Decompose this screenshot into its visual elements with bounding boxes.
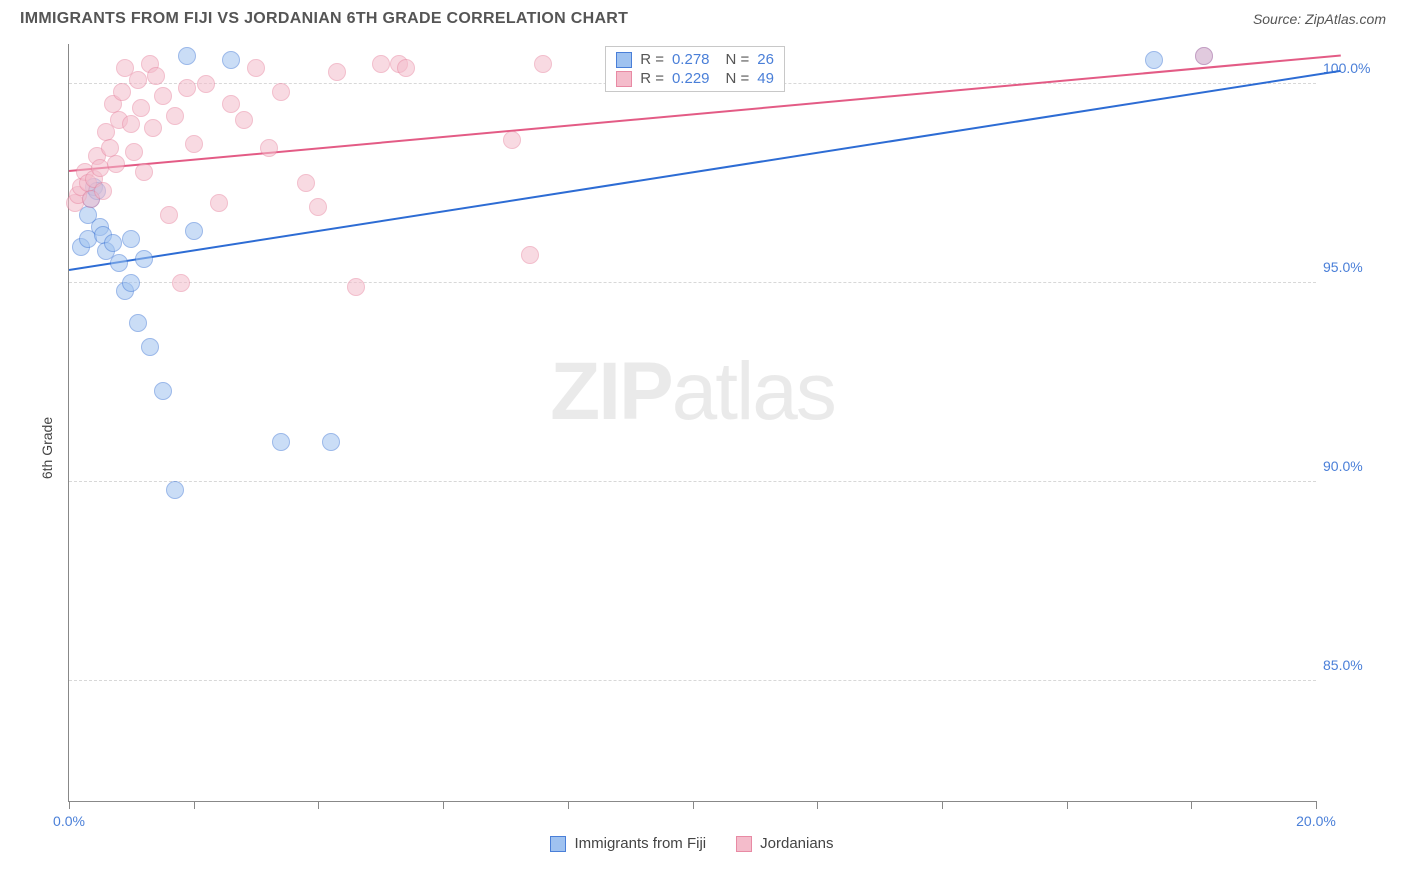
x-tick — [318, 801, 319, 809]
legend-swatch — [736, 836, 752, 852]
data-point — [122, 115, 140, 133]
data-point — [172, 274, 190, 292]
data-point — [235, 111, 253, 129]
chart-container: 6th Grade ZIPatlas 85.0%90.0%95.0%100.0%… — [20, 44, 1386, 852]
x-tick — [817, 801, 818, 809]
data-point — [178, 79, 196, 97]
data-point — [247, 59, 265, 77]
legend-row: R =0.278N =26 — [616, 50, 774, 69]
x-tick — [69, 801, 70, 809]
data-point — [129, 314, 147, 332]
data-point — [141, 338, 159, 356]
data-point — [272, 83, 290, 101]
y-tick-label: 85.0% — [1323, 657, 1378, 673]
data-point — [372, 55, 390, 73]
bottom-legend: Immigrants from Fiji Jordanians — [68, 835, 1316, 852]
data-point — [160, 206, 178, 224]
x-tick — [568, 801, 569, 809]
y-tick-label: 95.0% — [1323, 259, 1378, 275]
legend-swatch — [616, 52, 632, 68]
plot-area: ZIPatlas 85.0%90.0%95.0%100.0%0.0%20.0%R… — [68, 44, 1316, 802]
legend-item: Jordanians — [736, 835, 833, 852]
data-point — [154, 87, 172, 105]
gridline — [69, 282, 1316, 283]
data-point — [222, 95, 240, 113]
data-point — [135, 250, 153, 268]
data-point — [110, 254, 128, 272]
data-point — [185, 222, 203, 240]
y-tick-label: 100.0% — [1323, 60, 1378, 76]
x-tick — [693, 801, 694, 809]
data-point — [297, 174, 315, 192]
watermark: ZIPatlas — [550, 345, 835, 439]
data-point — [347, 278, 365, 296]
data-point — [397, 59, 415, 77]
data-point — [197, 75, 215, 93]
data-point — [1195, 47, 1213, 65]
data-point — [113, 83, 131, 101]
data-point — [122, 274, 140, 292]
legend-swatch — [616, 71, 632, 87]
data-point — [122, 230, 140, 248]
data-point — [272, 433, 290, 451]
gridline — [69, 481, 1316, 482]
data-point — [166, 107, 184, 125]
x-tick — [1316, 801, 1317, 809]
legend-item: Immigrants from Fiji — [550, 835, 706, 852]
data-point — [125, 143, 143, 161]
data-point — [534, 55, 552, 73]
data-point — [135, 163, 153, 181]
x-tick-label: 20.0% — [1296, 813, 1336, 829]
y-tick-label: 90.0% — [1323, 458, 1378, 474]
source-label: Source: ZipAtlas.com — [1253, 11, 1386, 27]
data-point — [185, 135, 203, 153]
x-tick — [942, 801, 943, 809]
data-point — [144, 119, 162, 137]
data-point — [322, 433, 340, 451]
data-point — [166, 481, 184, 499]
data-point — [503, 131, 521, 149]
data-point — [222, 51, 240, 69]
x-tick — [1191, 801, 1192, 809]
data-point — [309, 198, 327, 216]
data-point — [147, 67, 165, 85]
data-point — [328, 63, 346, 81]
data-point — [154, 382, 172, 400]
y-axis-label: 6th Grade — [39, 417, 55, 479]
data-point — [132, 99, 150, 117]
x-tick-label: 0.0% — [53, 813, 85, 829]
legend-row: R =0.229N =49 — [616, 69, 774, 88]
data-point — [1145, 51, 1163, 69]
data-point — [210, 194, 228, 212]
data-point — [107, 155, 125, 173]
data-point — [178, 47, 196, 65]
x-tick — [194, 801, 195, 809]
trend-line — [69, 70, 1341, 271]
x-tick — [1067, 801, 1068, 809]
data-point — [104, 234, 122, 252]
data-point — [129, 71, 147, 89]
gridline — [69, 680, 1316, 681]
data-point — [260, 139, 278, 157]
data-point — [94, 182, 112, 200]
legend-swatch — [550, 836, 566, 852]
correlation-legend: R =0.278N =26R =0.229N =49 — [605, 46, 785, 92]
data-point — [521, 246, 539, 264]
page-title: IMMIGRANTS FROM FIJI VS JORDANIAN 6TH GR… — [20, 10, 628, 28]
x-tick — [443, 801, 444, 809]
